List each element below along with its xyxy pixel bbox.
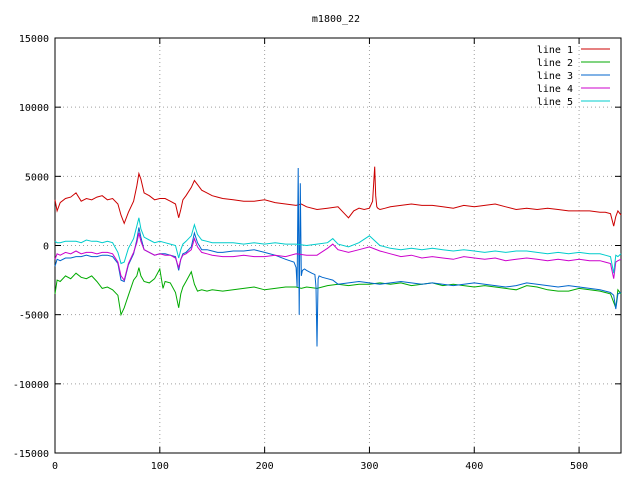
y-tick-label: -10000 bbox=[13, 380, 49, 391]
y-tick-label: 5000 bbox=[25, 172, 49, 183]
x-tick-label: 0 bbox=[52, 461, 58, 472]
x-tick-label: 400 bbox=[465, 461, 483, 472]
x-tick-label: 100 bbox=[151, 461, 169, 472]
y-tick-label: -5000 bbox=[19, 311, 49, 322]
series-line-5 bbox=[54, 217, 622, 274]
y-tick-label: 15000 bbox=[19, 34, 49, 45]
series-line-4 bbox=[54, 232, 622, 282]
legend-label-5: line 5 bbox=[537, 97, 573, 108]
series-line-3 bbox=[54, 167, 622, 347]
chart-title: m1800_22 bbox=[312, 14, 360, 25]
series-line-2 bbox=[54, 267, 622, 317]
x-tick-label: 300 bbox=[360, 461, 378, 472]
axis-ticks: 0 100 200 300 400 500 -15000 -10000 -5000 0 5000 10… bbox=[13, 34, 621, 472]
legend-label-3: line 3 bbox=[537, 71, 573, 82]
x-tick-label: 500 bbox=[570, 461, 588, 472]
legend-label-1: line 1 bbox=[537, 45, 573, 56]
legend: line 1 line 2 line 3 line 4 line 5 bbox=[537, 45, 610, 108]
legend-label-2: line 2 bbox=[537, 58, 573, 69]
y-tick-label: 10000 bbox=[19, 103, 49, 114]
series-line-1 bbox=[54, 166, 622, 227]
legend-label-4: line 4 bbox=[537, 84, 573, 95]
series-layer bbox=[54, 166, 622, 347]
y-tick-label: -15000 bbox=[13, 449, 49, 460]
x-tick-label: 200 bbox=[256, 461, 274, 472]
y-tick-label: 0 bbox=[43, 242, 49, 253]
